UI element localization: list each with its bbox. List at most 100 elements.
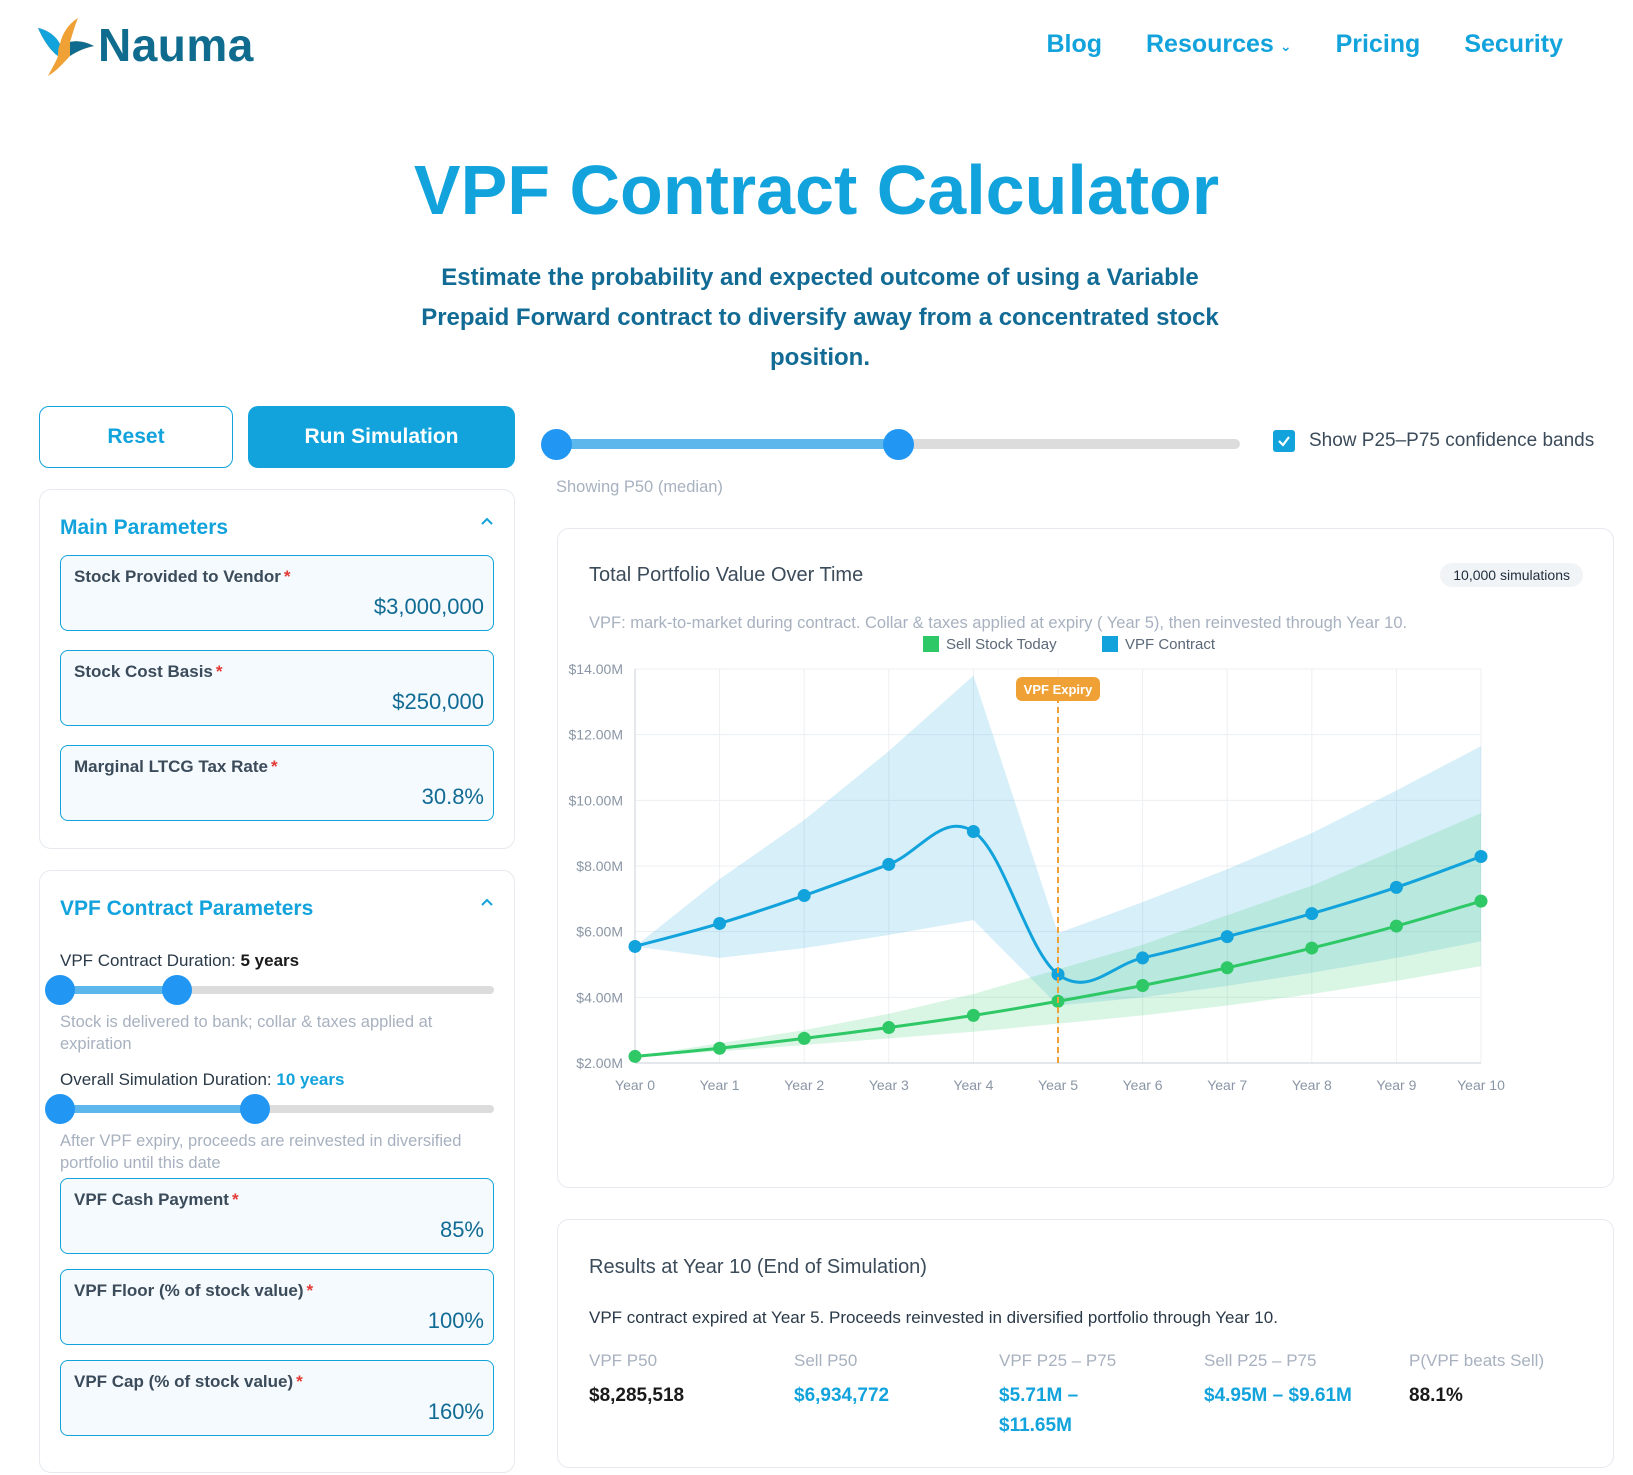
legend-swatch: [1102, 636, 1118, 652]
y-tick-label: $12.00M: [569, 727, 623, 743]
slider-fill: [60, 986, 178, 994]
data-point-vpf: [1220, 930, 1234, 944]
main-parameters-title: Main Parameters: [60, 516, 229, 539]
data-point-vpf: [966, 825, 980, 839]
slider-handle-min[interactable]: [45, 975, 75, 1005]
legend-label: VPF Contract: [1125, 636, 1216, 653]
result-value: $6,934,772: [794, 1385, 890, 1406]
nav-resources-label: Resources: [1145, 30, 1274, 58]
run-simulation-button[interactable]: Run Simulation: [248, 406, 515, 468]
data-point-vpf: [713, 916, 727, 930]
y-tick-label: $8.00M: [576, 858, 623, 874]
brand-logo[interactable]: Nauma: [34, 12, 254, 78]
tax-rate-input[interactable]: 30.8%: [421, 784, 484, 809]
x-tick-label: Year 0: [615, 1077, 655, 1093]
result-sell-range: Sell P25 – P75 $4.95M – $9.61M: [1204, 1351, 1352, 1411]
y-tick-label: $10.00M: [569, 792, 623, 808]
result-probability: P(VPF beats Sell) 88.1%: [1409, 1351, 1544, 1411]
vpf-cap-field[interactable]: VPF Cap (% of stock value) * 160%: [60, 1360, 494, 1436]
vpf-floor-field[interactable]: VPF Floor (% of stock value) * 100%: [60, 1269, 494, 1345]
nav-pricing[interactable]: Pricing: [1336, 30, 1421, 59]
result-label: Sell P25 – P75: [1204, 1351, 1317, 1370]
results-card: Results at Year 10 (End of Simulation) V…: [557, 1219, 1614, 1468]
chart-title: Total Portfolio Value Over Time: [589, 564, 864, 586]
field-label: Stock Provided to Vendor *: [74, 567, 291, 586]
series-line-vpf: [634, 824, 1482, 984]
data-point-vpf: [1051, 967, 1065, 981]
data-point-vpf: [1474, 849, 1488, 863]
reset-button[interactable]: Reset: [39, 406, 233, 468]
checkmark-icon: [1278, 436, 1290, 447]
nav-resources[interactable]: Resources ⌄: [1146, 30, 1292, 59]
data-point-vpf: [1389, 880, 1403, 894]
field-label: VPF Cash Payment *: [74, 1190, 239, 1209]
slider-handle-max[interactable]: [882, 429, 914, 460]
data-point-sell: [628, 1049, 642, 1063]
portfolio-chart-card: Total Portfolio Value Over Time 10,000 s…: [557, 528, 1614, 1188]
confidence-bands-toggle[interactable]: Show P25–P75 confidence bands: [1273, 430, 1594, 452]
vpf-expiry-badge: [1016, 677, 1100, 701]
data-point-sell: [713, 1041, 727, 1055]
percentile-slider[interactable]: [540, 429, 1240, 460]
x-tick-label: Year 3: [869, 1077, 909, 1093]
x-tick-label: Year 5: [1038, 1077, 1078, 1093]
data-point-vpf: [1305, 907, 1319, 921]
cost-basis-field[interactable]: Stock Cost Basis * $250,000: [60, 650, 494, 726]
chevron-up-icon[interactable]: [480, 895, 494, 909]
data-point-sell: [1136, 979, 1150, 993]
confidence-bands-checkbox[interactable]: [1273, 430, 1295, 452]
slider-handle-min[interactable]: [540, 429, 572, 460]
confidence-band-vpf: [635, 675, 1481, 1006]
slider-handle-max[interactable]: [162, 975, 193, 1005]
stock-provided-input[interactable]: $3,000,000: [373, 594, 484, 619]
data-point-vpf: [797, 889, 811, 903]
vpf-floor-input[interactable]: 100%: [427, 1308, 484, 1333]
slider-handle-max[interactable]: [240, 1094, 271, 1124]
results-description: VPF contract expired at Year 5. Proceeds…: [589, 1308, 1278, 1327]
vpf-cash-payment-input[interactable]: 85%: [439, 1217, 484, 1242]
simulation-duration-value: 10 years: [276, 1070, 345, 1089]
result-sell-p50: Sell P50 $6,934,772: [794, 1351, 889, 1411]
data-point-sell: [1220, 961, 1234, 975]
result-vpf-range: VPF P25 – P75 $5.71M – $11.65M: [999, 1351, 1116, 1441]
field-label: VPF Cap (% of stock value) *: [74, 1372, 303, 1391]
result-value: $5.71M – $11.65M: [999, 1385, 1079, 1436]
result-label: Sell P50: [794, 1351, 858, 1370]
vpf-parameters-panel: VPF Contract Parameters VPF Contract Dur…: [39, 870, 515, 1473]
x-tick-label: Year 7: [1207, 1077, 1247, 1093]
x-tick-label: Year 10: [1457, 1077, 1505, 1093]
y-tick-label: $14.00M: [569, 661, 623, 677]
vpf-cap-input[interactable]: 160%: [427, 1399, 484, 1424]
field-label: Marginal LTCG Tax Rate *: [74, 757, 278, 776]
nav-blog[interactable]: Blog: [1046, 30, 1102, 59]
simulation-duration-label: Overall Simulation Duration: 10 years: [60, 1070, 345, 1089]
x-tick-label: Year 9: [1376, 1077, 1416, 1093]
vpf-cash-payment-field[interactable]: VPF Cash Payment * 85%: [60, 1178, 494, 1254]
contract-duration-value: 5 years: [240, 951, 300, 970]
vpf-expiry-label: VPF Expiry: [1024, 682, 1093, 697]
field-label: Stock Cost Basis *: [74, 662, 223, 681]
result-value: $8,285,518: [589, 1385, 685, 1406]
simulation-duration-slider[interactable]: [45, 1094, 494, 1124]
simulation-duration-hint: After VPF expiry, proceeds are reinveste…: [60, 1132, 462, 1172]
result-label: P(VPF beats Sell): [1409, 1351, 1545, 1370]
site-header: Nauma Blog Resources ⌄ Pricing Security: [0, 0, 1633, 100]
data-point-sell: [797, 1031, 811, 1045]
result-vpf-p50: VPF P50 $8,285,518: [589, 1351, 684, 1411]
tax-rate-field[interactable]: Marginal LTCG Tax Rate * 30.8%: [60, 745, 494, 821]
chevron-up-icon[interactable]: [480, 514, 494, 528]
contract-duration-label: VPF Contract Duration: 5 years: [60, 951, 300, 970]
result-label: VPF P50: [589, 1351, 658, 1370]
contract-duration-slider[interactable]: [45, 975, 494, 1005]
field-label: VPF Floor (% of stock value) *: [74, 1281, 314, 1300]
confidence-band-sell: [635, 813, 1481, 1057]
data-point-sell: [882, 1021, 896, 1035]
nav-security-label: Security: [1464, 30, 1563, 58]
data-point-sell: [966, 1008, 980, 1022]
slider-fill: [60, 1105, 256, 1113]
slider-handle-min[interactable]: [45, 1094, 75, 1124]
stock-provided-field[interactable]: Stock Provided to Vendor * $3,000,000: [60, 555, 494, 631]
nav-security[interactable]: Security: [1464, 30, 1563, 59]
cost-basis-input[interactable]: $250,000: [392, 689, 484, 714]
y-tick-label: $6.00M: [576, 924, 623, 940]
